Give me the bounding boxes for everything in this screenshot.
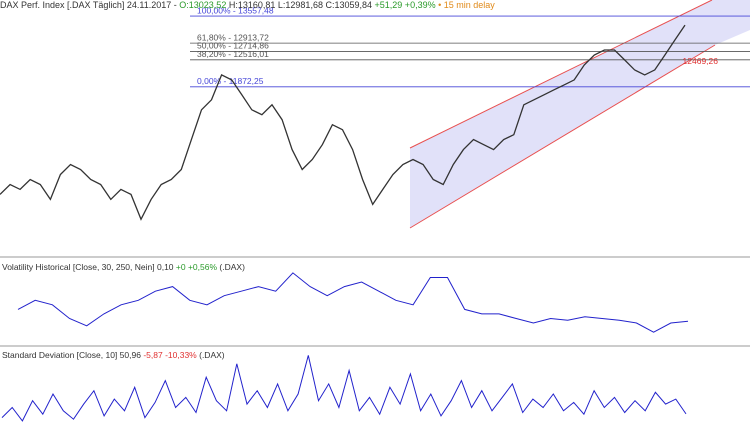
vol-title: Volatility Historical [Close, 30, 250, N… — [2, 262, 155, 272]
std-symbol: (.DAX) — [199, 350, 225, 360]
channel-upper — [409, 0, 713, 149]
std-title: Standard Deviation [Close, 10] — [2, 350, 118, 360]
vol-change: +0 +0,56% — [175, 262, 218, 272]
indicator-line — [1, 355, 687, 422]
high: H:13160,81 — [228, 0, 276, 10]
price-line — [0, 24, 686, 221]
fib-label: 100,00% - 13557,48 — [197, 5, 274, 15]
std-last: 50,96 — [119, 350, 141, 360]
header-title: DAX Perf. Index [.DAX Täglich] 24.11.201… — [0, 0, 177, 10]
delay: • 15 min delay — [438, 0, 495, 10]
fib-label: 0,00% - 11872,25 — [197, 76, 264, 86]
std-label: Standard Deviation [Close, 10] 50,96 -5,… — [2, 350, 225, 360]
fib-label: 61,80% - 12913,72 — [197, 32, 269, 42]
change: +51,29 +0,39% — [374, 0, 436, 10]
indicator-line — [17, 272, 689, 333]
channel-label: 12469,26 — [683, 56, 719, 66]
vol-symbol: (.DAX) — [219, 262, 245, 272]
std-change: -5,87 -10,33% — [143, 350, 197, 360]
fib-label: 38,20% - 12516,01 — [197, 49, 269, 59]
channel-lower — [409, 44, 716, 229]
low: L:12981,68 — [277, 0, 323, 10]
fib-label: 50,00% - 12714,86 — [197, 41, 269, 51]
header: DAX Perf. Index [.DAX Täglich] 24.11.201… — [0, 0, 495, 10]
close: C:13059,84 — [325, 0, 373, 10]
vol-label: Volatility Historical [Close, 30, 250, N… — [2, 262, 245, 272]
channel-fill — [410, 0, 750, 228]
vol-last: 0,10 — [156, 262, 174, 272]
open: O:13023,52 — [179, 0, 227, 10]
